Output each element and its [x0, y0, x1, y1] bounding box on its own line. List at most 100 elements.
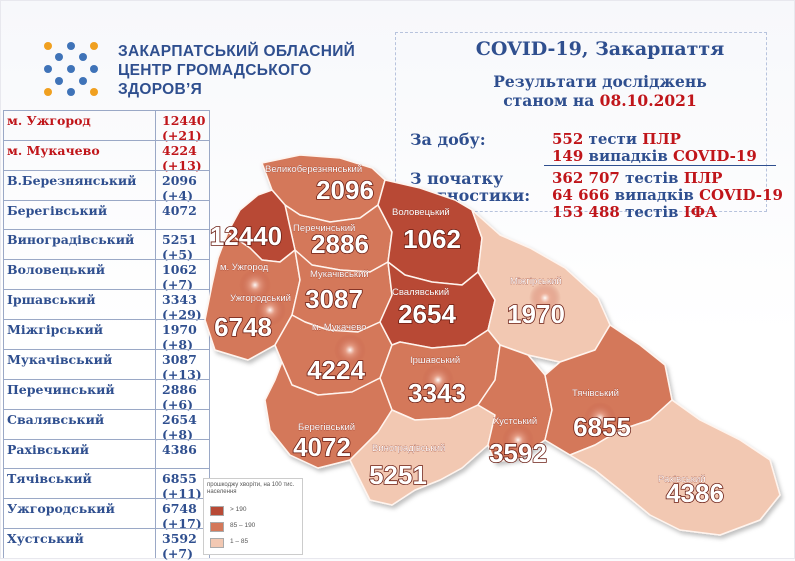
total-ifa-text: тестів [625, 203, 679, 221]
district-name: Хустський [7, 531, 84, 547]
district-label: м. Мукачево [312, 322, 366, 333]
district-count: 2654 (+8) [162, 412, 197, 442]
daily-cases-text: випадків [588, 147, 668, 165]
district-label: м. Ужгород [220, 262, 269, 273]
district-delta: (+6) [162, 396, 193, 412]
daily-cases-type: COVID-19 [672, 147, 757, 165]
subtitle-line-1: Результати досліджень [493, 72, 707, 91]
district-name: Мукачівський [7, 351, 113, 367]
legend-title: прошкоджу хворіти, на 100 тис. населення [207, 482, 295, 495]
district-delta: (+29) [162, 307, 202, 323]
district-name: Перечинський [7, 381, 115, 397]
daily-tests-text: тести [588, 130, 637, 148]
district-total: 4386 [162, 441, 197, 457]
district-value: 3343 [408, 378, 466, 408]
district-name: м. Мукачево [7, 142, 100, 158]
district-value: 6855 [573, 412, 631, 442]
table-row: Перечинський 2886 (+6) [3, 378, 210, 412]
city-glow [239, 269, 271, 301]
district-value: 1062 [403, 224, 461, 254]
district-count: 2096 (+4) [162, 173, 197, 203]
district-count: 1970 (+8) [162, 322, 197, 352]
city-glow [584, 402, 616, 434]
district-name: Міжгірський [7, 322, 104, 338]
district-value: 2654 [398, 299, 456, 329]
district-value: 4224 [307, 355, 365, 385]
table-row: Тячівський 6855 (+11) [3, 468, 210, 501]
district-name: Виноградівський [7, 232, 135, 248]
daily-tests-number: 552 [552, 130, 584, 148]
district-label: Іршавський [410, 355, 460, 366]
table-row: Хустський 3592 (+7) [3, 528, 210, 561]
map-legend: прошкоджу хворіти, на 100 тис. населення… [203, 478, 303, 555]
district-count: 3592 (+7) [162, 531, 197, 561]
district-count: 3343 (+29) [162, 292, 202, 322]
district-value: 1970 [507, 299, 565, 329]
table-row: Іршавський 3343 (+29) [3, 289, 210, 322]
legend-swatch-high [210, 506, 224, 516]
district-delta: (+17) [162, 516, 202, 532]
organization-logo [44, 42, 98, 96]
district-area [569, 399, 781, 536]
district-name: Тячівський [7, 471, 92, 487]
district-name: Іршавський [7, 292, 96, 308]
district-delta: (+8) [162, 337, 193, 353]
district-value: 5251 [369, 460, 427, 490]
district-name: Рахівський [7, 441, 90, 457]
table-row: Воловецький 1062 (+7) [3, 259, 210, 292]
district-delta: (+21) [162, 128, 202, 143]
org-line-1: ЗАКАРПАТСЬКИЙ ОБЛАСНИЙ [118, 43, 356, 60]
district-count: 2886 (+6) [162, 382, 197, 412]
legend-label-high: > 190 [230, 506, 247, 513]
district-count: 4072 [162, 203, 197, 218]
district-total: 4224 [162, 142, 197, 158]
city-glow [529, 282, 561, 314]
district-label: Ужгородський [230, 293, 291, 304]
district-label: Міжгірський [510, 276, 562, 287]
district-count: 4386 [162, 442, 197, 457]
organization-name: ЗАКАРПАТСЬКИЙ ОБЛАСНИЙ ЦЕНТР ГРОМАДСЬКОГ… [118, 42, 355, 99]
total-pcr-type: ПЛР [683, 169, 723, 187]
district-total: 2654 [162, 411, 197, 427]
district-label: Хустський [493, 416, 537, 427]
table-row: Ужгородський 6748 (+17) [3, 498, 210, 532]
org-line-3: ЗДОРОВ’Я [118, 81, 203, 98]
district-name: В.Березнянський [7, 172, 137, 188]
report-date: 08.10.2021 [599, 91, 697, 110]
district-delta: (+7) [162, 546, 193, 561]
district-value: 12440 [210, 221, 282, 251]
district-total: 6855 [162, 471, 197, 487]
table-row: Мукачівський 3087 (+13) [3, 348, 210, 382]
district-count: 6855 (+11) [162, 471, 202, 501]
table-row: В.Березнянський 2096 (+4) [3, 169, 210, 203]
total-pcr: 362 707 тестів ПЛР [552, 170, 722, 187]
district-count: 1062 (+7) [162, 262, 197, 292]
org-line-2: ЦЕНТР ГРОМАДСЬКОГО [118, 62, 312, 79]
stats-divider [544, 165, 776, 166]
district-total: 1062 [162, 262, 197, 278]
district-total: 3343 [162, 292, 197, 308]
district-label: Воловецький [392, 207, 450, 218]
daily-cases: 149 випадків COVID-19 [552, 148, 757, 165]
total-ifa: 153 488 тестів ІФА [552, 204, 717, 221]
district-total: 1970 [162, 322, 197, 338]
total-cases-type: COVID-19 [699, 186, 783, 204]
district-delta: (+13) [162, 366, 202, 382]
legend-label-mid: 85 – 190 [230, 522, 256, 529]
legend-swatch-mid [210, 522, 224, 532]
table-row: Берегівський 4072 [3, 199, 210, 230]
district-delta: (+8) [162, 426, 193, 442]
district-label: Виноградівський [372, 443, 445, 454]
district-total: 4072 [162, 202, 197, 218]
district-count: 3087 (+13) [162, 352, 202, 382]
district-label: Тячівський [572, 388, 619, 399]
district-total: 5251 [162, 232, 197, 248]
district-delta: (+13) [162, 157, 202, 173]
subtitle-line-2: станом на 08.10.2021 [440, 91, 760, 110]
daily-label: За добу: [410, 130, 486, 149]
district-value: 2886 [311, 229, 369, 259]
district-name: Воловецький [7, 262, 105, 278]
district-name: м. Ужгород [7, 113, 91, 128]
district-value: 3087 [305, 284, 363, 314]
district-label: Великоберезнянський [265, 164, 362, 175]
